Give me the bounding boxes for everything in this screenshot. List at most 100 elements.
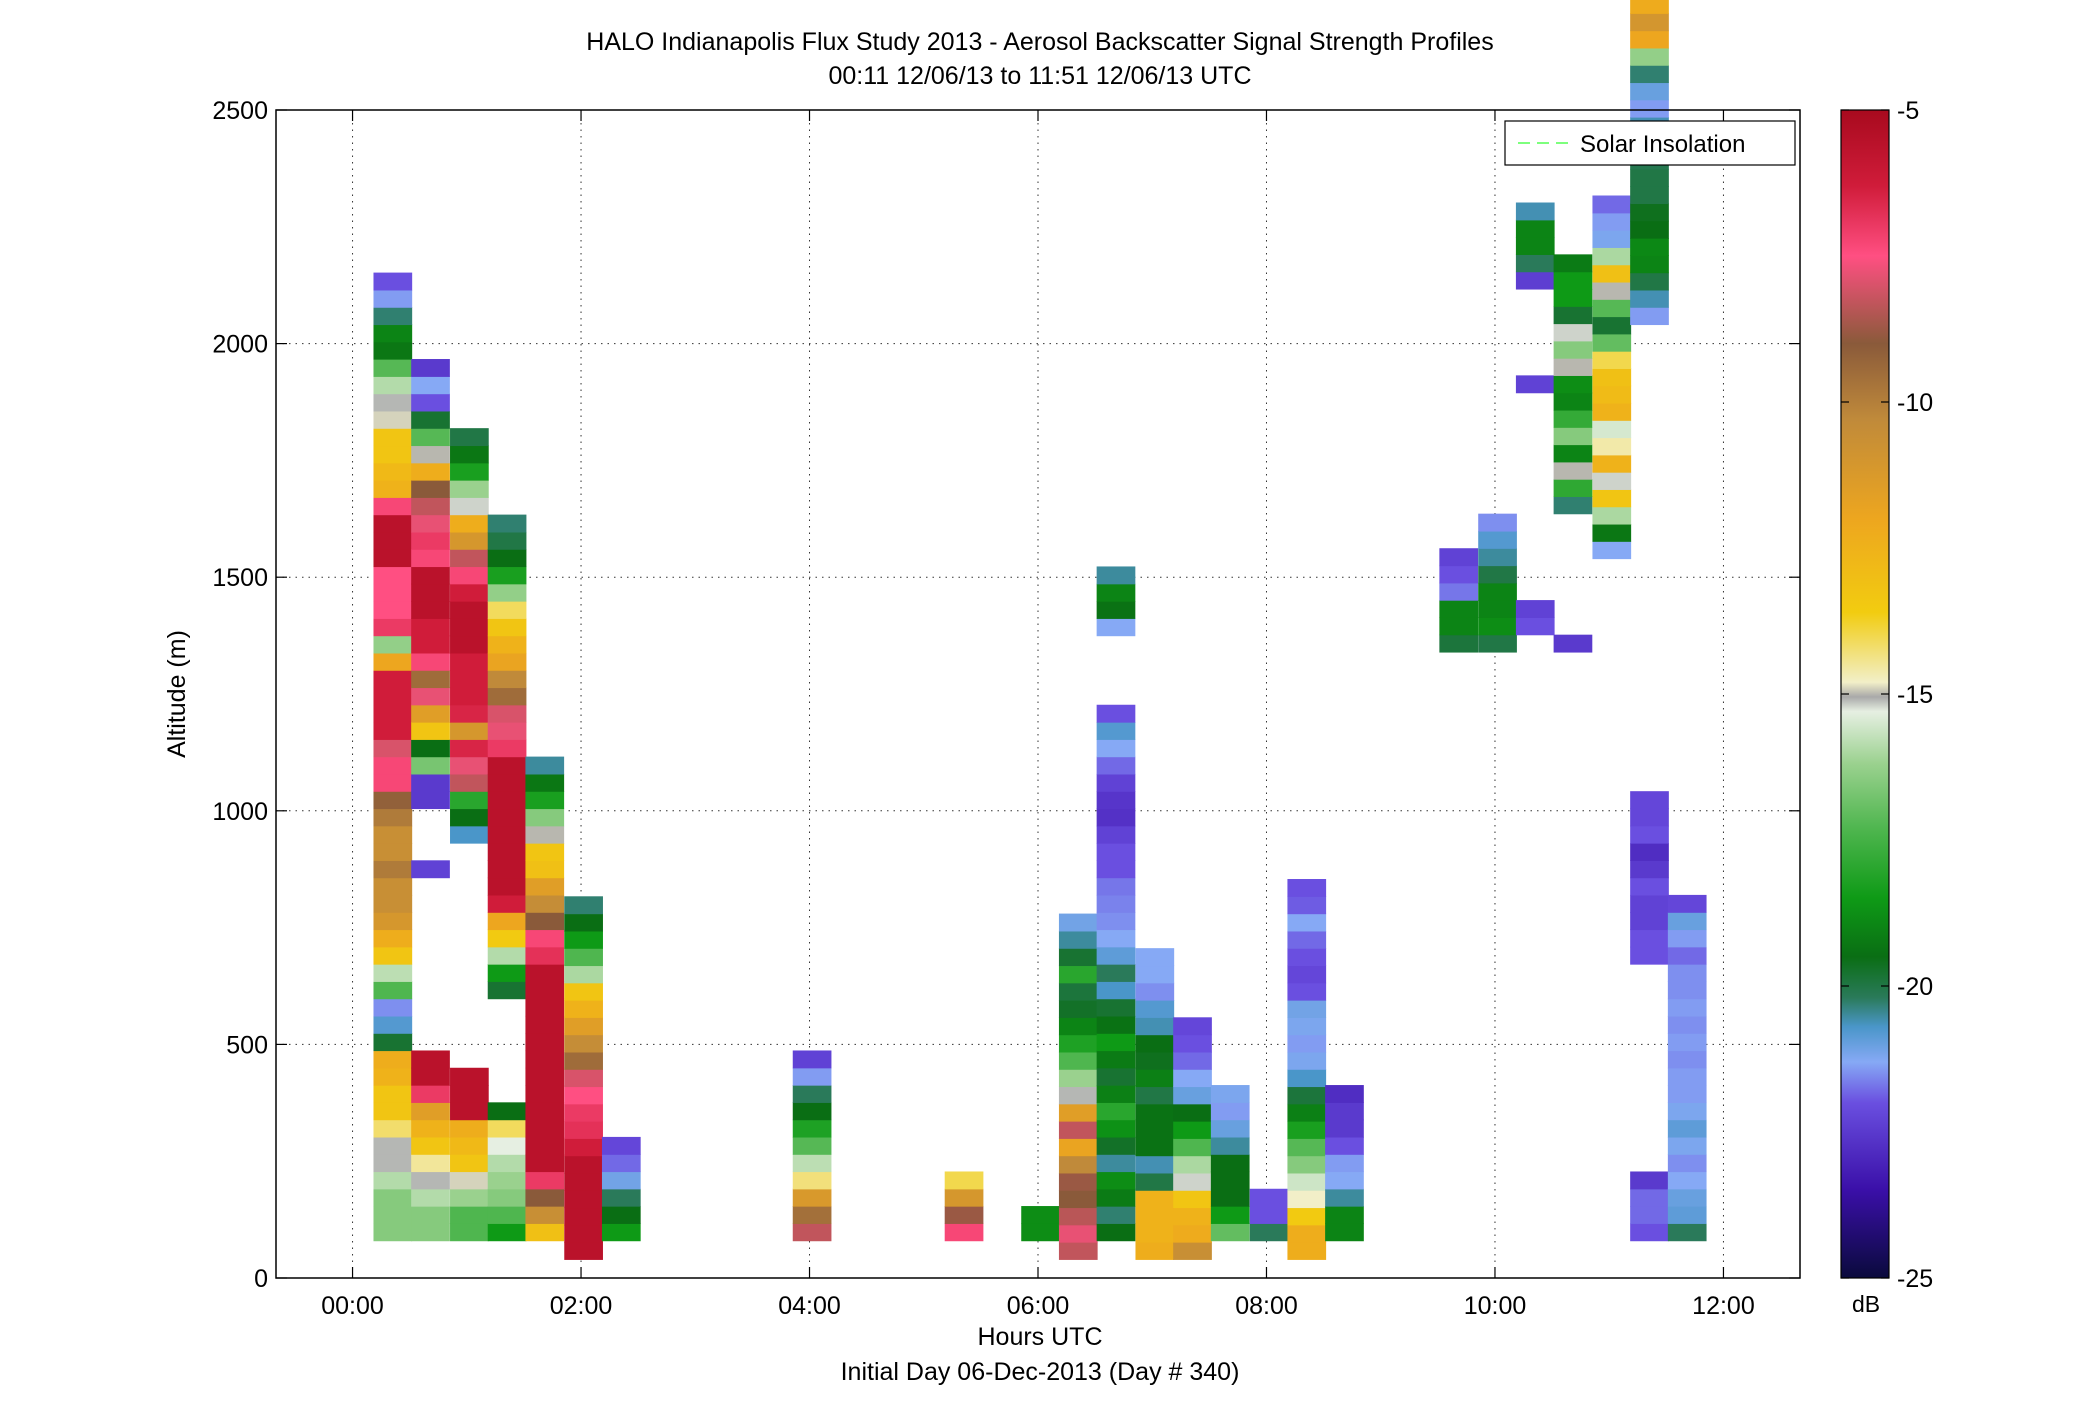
heatmap-cell [450,531,489,550]
heatmap-cell [601,1171,641,1190]
heatmap-cell [1325,1206,1364,1224]
heatmap-cell [525,843,565,861]
heatmap-cell [1630,860,1669,879]
heatmap-cell [487,652,527,671]
heatmap-cell [1173,1017,1212,1036]
heatmap-cell [792,1206,832,1224]
heatmap-cell [525,1033,565,1052]
heatmap-cell [1592,489,1632,508]
heatmap-cell [1096,1102,1136,1121]
heatmap-cell [1173,1051,1212,1070]
heatmap-cell [373,497,413,516]
heatmap-cell [1478,530,1517,549]
heatmap-cell [1630,168,1669,187]
heatmap-cell [487,843,527,861]
heatmap-cell [1630,929,1669,948]
heatmap-cell [525,1067,565,1086]
heatmap-cell [411,393,450,412]
heatmap-cell [1592,541,1632,560]
heatmap-cell [1630,272,1669,291]
heatmap-cell [373,843,413,861]
heatmap-cell [1630,946,1669,965]
heatmap-cell [1439,617,1479,636]
heatmap-cell [1667,1206,1707,1224]
heatmap-cell [1096,946,1136,965]
heatmap-cell [373,1188,413,1207]
heatmap-cell [1096,791,1136,810]
heatmap-cell [487,722,527,740]
heatmap-cell [1515,219,1555,238]
heatmap-cell [1135,1103,1175,1122]
heatmap-cell [411,376,450,395]
heatmap-cell [487,1188,527,1207]
heatmap-cell [411,410,450,429]
heatmap-cell [1667,1050,1707,1069]
heatmap-cell [411,1171,450,1190]
heatmap-cell [1173,1069,1212,1088]
heatmap-cell [601,1206,641,1224]
heatmap-cell [373,1102,413,1121]
heatmap-cell [487,583,527,602]
heatmap-cell [1667,981,1707,1000]
heatmap-cell [411,480,450,498]
heatmap-cell [1021,1206,1060,1224]
heatmap-cell [1592,299,1632,318]
heatmap-cell [1058,1207,1098,1226]
colorbar-tick-label-3: -10 [1897,389,1933,417]
heatmap-cell [487,1136,527,1155]
heatmap-cell [373,1136,413,1155]
heatmap-cell [1592,523,1632,542]
heatmap-cell [1210,1154,1250,1173]
x-axis-sublabel: Initial Day 06-Dec-2013 (Day # 340) [841,1358,1240,1386]
heatmap-cell [1173,1242,1212,1260]
heatmap-cell [450,618,489,637]
heatmap-cell [1058,1172,1098,1191]
heatmap-cell [1478,565,1517,584]
heatmap-cell [564,965,603,984]
heatmap-cell [1630,82,1669,101]
heatmap-cell [1553,427,1593,446]
x-axis-label: Hours UTC [977,1323,1102,1351]
heatmap-cell [1135,1172,1175,1191]
heatmap-cell [1058,1103,1098,1122]
heatmap-cell [411,1050,450,1069]
heatmap-cell [450,566,489,585]
heatmap-cell [1287,948,1327,967]
heatmap-cell [1096,998,1136,1017]
heatmap-cell [1096,1223,1136,1242]
heatmap-cell [1630,255,1669,274]
heatmap-cell [792,1085,832,1103]
heatmap-cell [1553,340,1593,359]
heatmap-cell [1553,409,1593,428]
heatmap-cell [1592,437,1632,456]
y-axis-label: Altitude (m) [163,630,191,758]
heatmap-cell [1135,1121,1175,1139]
heatmap-cell [1553,306,1593,325]
colorbar-ticks: -25 -20 -15 -10 -5 [1841,97,1933,1293]
heatmap-cell [411,1102,450,1121]
heatmap-cell [1630,99,1669,118]
heatmap-cell [373,289,413,308]
heatmap-cell [1592,385,1632,404]
heatmap-cell [1630,808,1669,827]
heatmap-cell [1592,264,1632,283]
heatmap-cell [1325,1171,1364,1190]
axis-ticks: 00:00 02:00 04:00 06:00 08:00 10:00 12:00 0 500 1… [212,97,1800,1320]
heatmap-cell [1592,506,1632,525]
colorbar-tick-label-2: -15 [1897,681,1933,709]
heatmap-cell [1287,1034,1327,1053]
heatmap-cell [1439,565,1479,584]
heatmap-cell [373,341,413,360]
heatmap-cell [1173,1207,1212,1226]
heatmap-cell [1667,929,1707,948]
heatmap-cell [373,462,413,481]
heatmap-cell [450,480,489,498]
heatmap-cell [411,687,450,706]
heatmap-cell [1287,1242,1327,1260]
heatmap-cell [373,1119,413,1138]
heatmap-cell [525,1119,565,1138]
heatmap-cell [1439,600,1479,618]
heatmap-cell [373,549,413,568]
heatmap-cell [411,359,450,377]
heatmap-cell [564,1224,603,1243]
